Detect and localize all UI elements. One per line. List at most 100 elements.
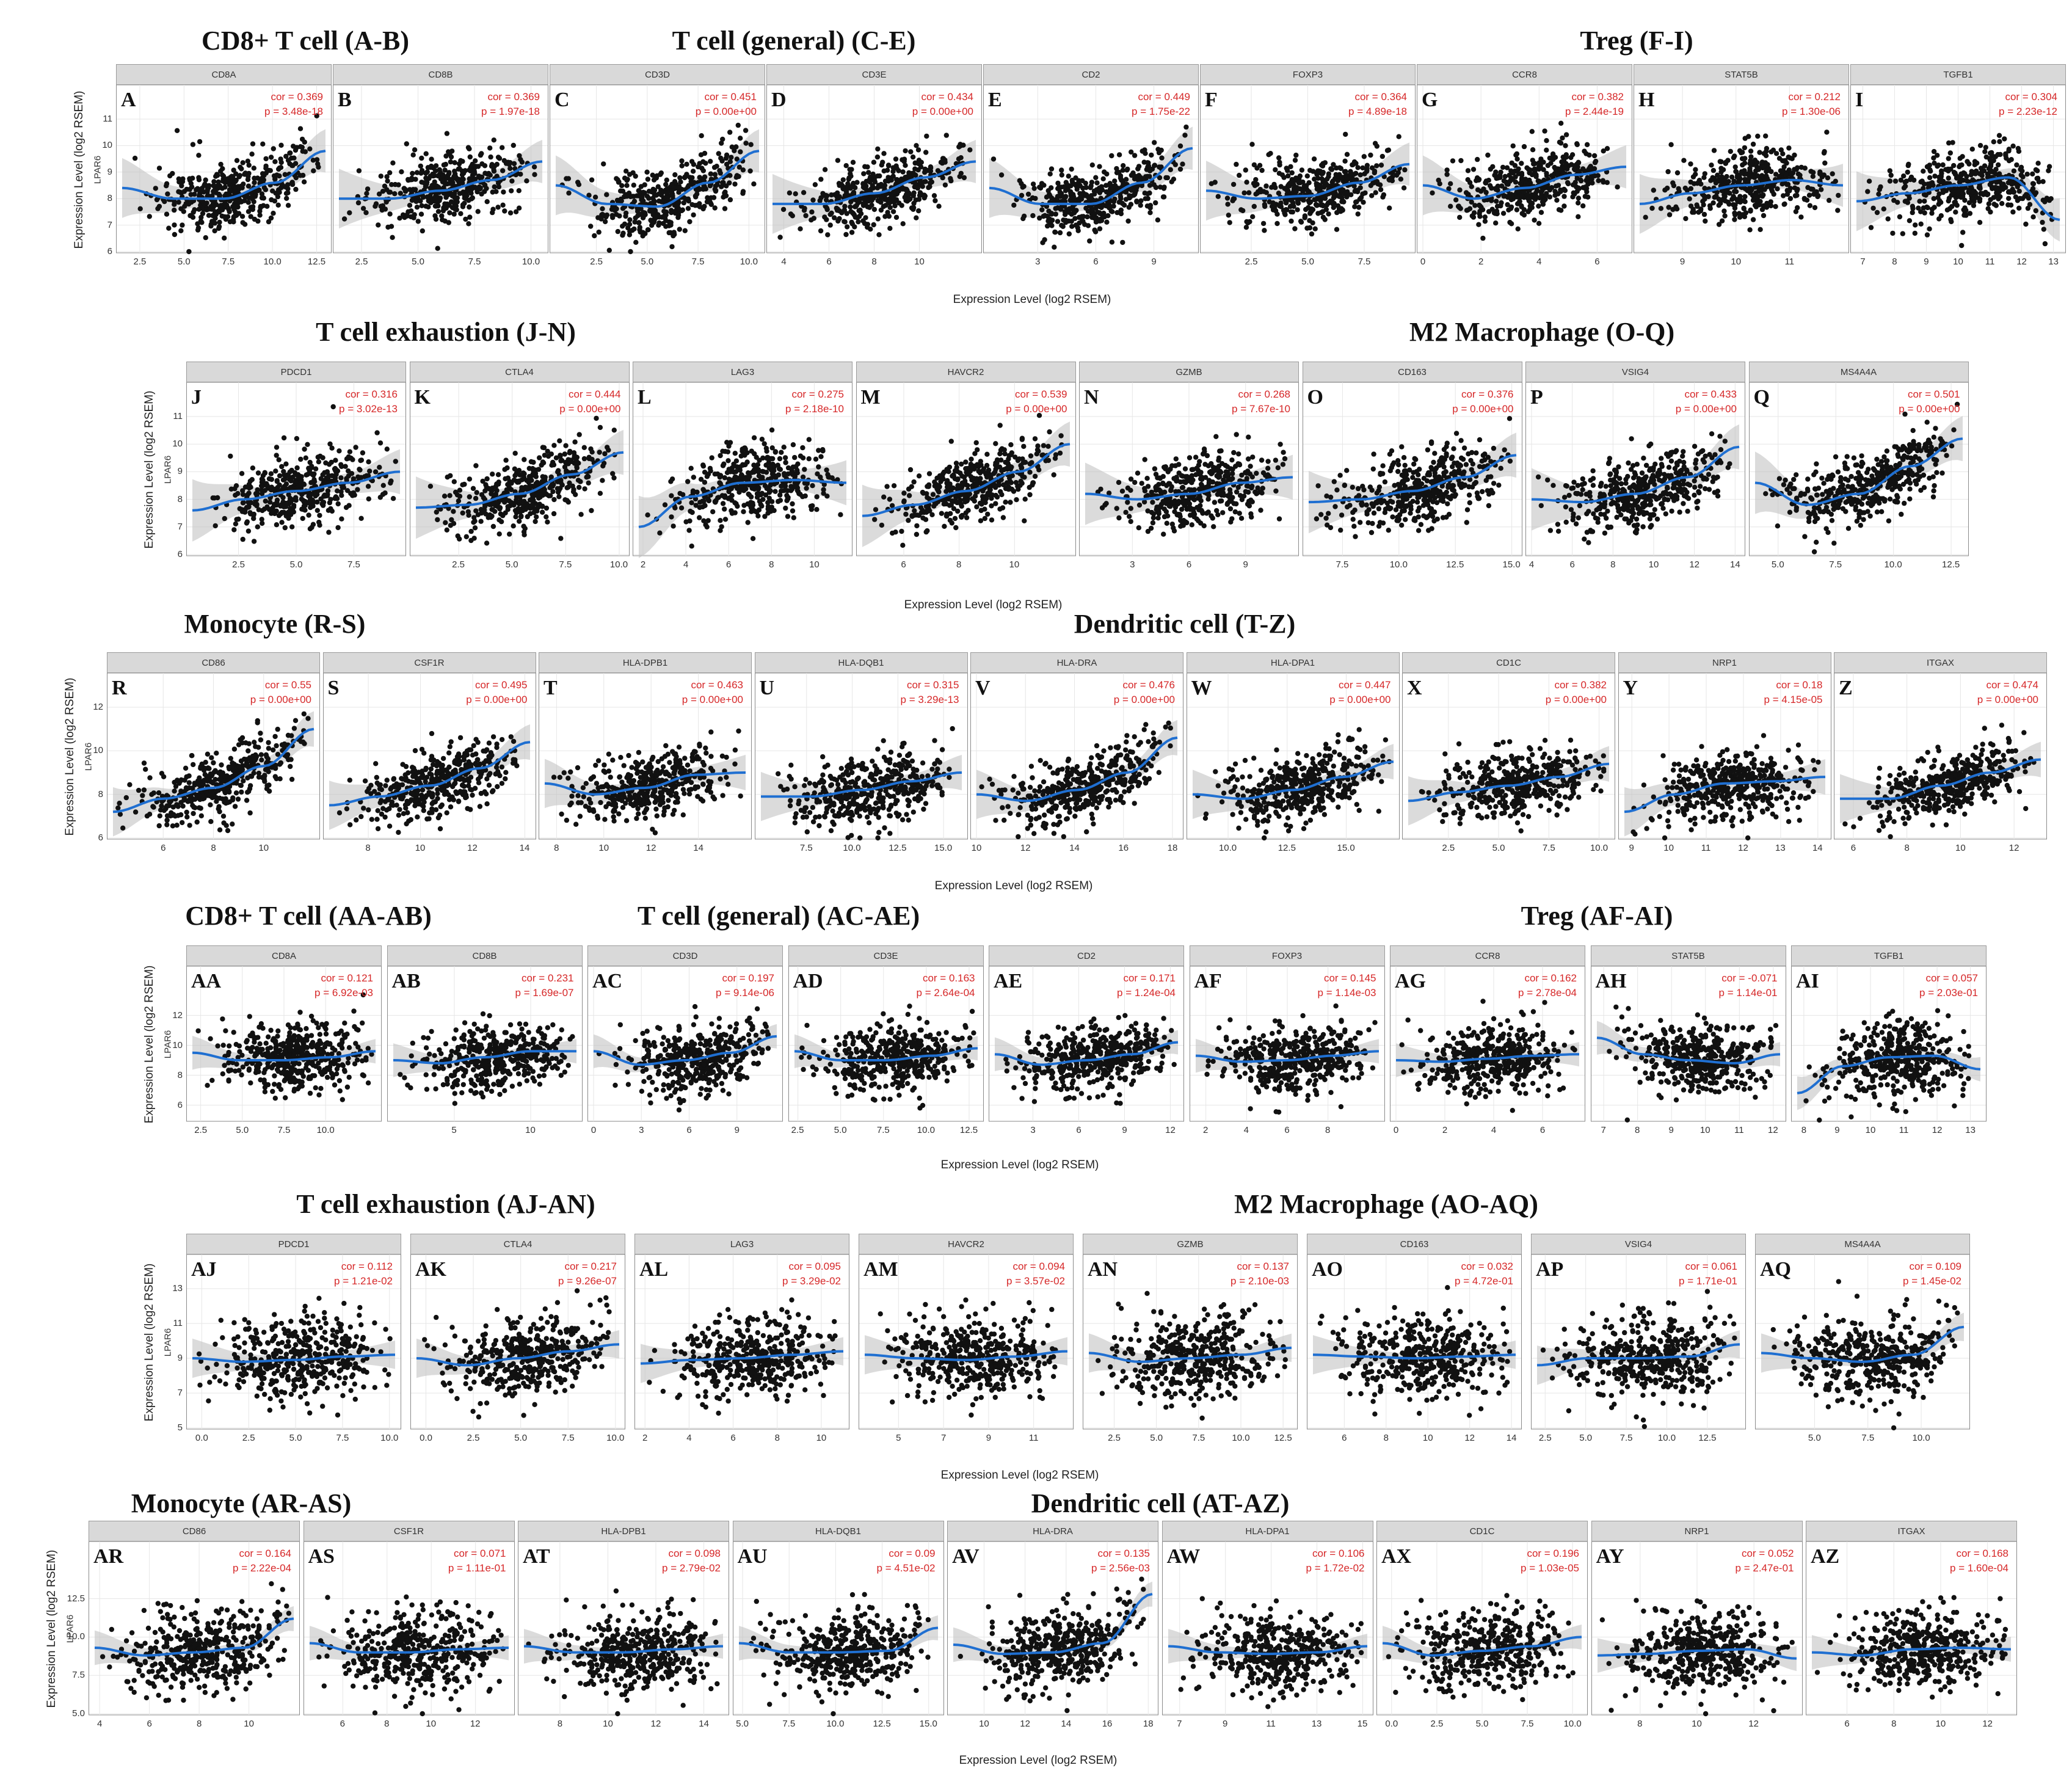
data-point	[801, 190, 807, 195]
data-point	[614, 197, 620, 203]
data-point	[1693, 167, 1698, 172]
data-point	[1292, 226, 1298, 231]
data-point	[1543, 192, 1549, 198]
data-point	[1482, 214, 1488, 220]
data-point	[840, 186, 846, 191]
data-point	[1571, 163, 1577, 169]
data-point	[1742, 194, 1748, 200]
data-point	[231, 527, 237, 533]
data-point	[917, 179, 923, 185]
data-point	[556, 494, 562, 500]
data-point	[1492, 211, 1498, 216]
data-point	[317, 522, 322, 528]
data-point	[1742, 145, 1748, 151]
y-tick-label: 6	[158, 549, 183, 559]
data-point	[1696, 209, 1701, 215]
data-point	[377, 440, 384, 446]
data-point	[581, 486, 587, 492]
data-point	[511, 142, 516, 148]
y-tick-label: 8	[158, 494, 183, 504]
data-point	[609, 471, 615, 476]
data-point	[457, 487, 462, 493]
data-point	[2033, 208, 2038, 214]
data-point	[164, 183, 169, 189]
data-point	[1519, 177, 1525, 183]
data-point	[190, 142, 196, 147]
data-point	[419, 155, 424, 161]
data-point	[1138, 198, 1144, 203]
data-point	[496, 479, 501, 485]
data-point	[332, 465, 338, 471]
data-point	[526, 474, 532, 479]
data-point	[291, 144, 296, 149]
data-point	[213, 211, 219, 217]
data-point	[363, 210, 369, 216]
data-point	[1946, 175, 1951, 181]
data-point	[245, 183, 252, 189]
data-point	[216, 225, 222, 231]
data-point	[1153, 184, 1159, 191]
data-point	[1481, 186, 1486, 192]
data-point	[341, 216, 347, 222]
data-point	[867, 188, 873, 194]
data-point	[407, 203, 413, 208]
data-point	[1763, 133, 1768, 139]
data-point	[529, 466, 535, 471]
data-point	[837, 194, 842, 200]
group-title: T cell (general) (C-E)	[672, 27, 916, 54]
data-point	[1448, 181, 1453, 186]
data-point	[1259, 167, 1265, 173]
data-point	[655, 184, 661, 189]
data-point	[720, 136, 725, 142]
data-point	[1049, 166, 1055, 172]
data-point	[2016, 188, 2022, 194]
data-point	[233, 171, 239, 177]
data-point	[366, 496, 371, 502]
data-point	[384, 187, 390, 192]
data-point	[424, 194, 430, 200]
data-point	[717, 168, 722, 173]
data-point	[1125, 166, 1130, 172]
data-point	[404, 212, 410, 217]
data-point	[1542, 128, 1547, 134]
data-point	[666, 230, 672, 236]
data-point	[203, 235, 208, 241]
data-point	[248, 214, 253, 219]
data-point	[414, 205, 420, 210]
data-point	[809, 209, 815, 215]
data-point	[358, 457, 363, 464]
data-point	[915, 147, 921, 153]
data-point	[1134, 199, 1140, 205]
data-point	[1910, 209, 1915, 216]
data-point	[1143, 196, 1148, 202]
data-point	[1274, 211, 1280, 217]
data-point	[1092, 229, 1099, 235]
data-point	[1748, 158, 1753, 164]
y-tick-label: 7	[158, 522, 183, 532]
data-point	[1251, 181, 1257, 186]
data-point	[1298, 219, 1304, 225]
data-point	[1276, 191, 1282, 196]
data-point	[504, 482, 510, 487]
data-point	[486, 486, 492, 492]
data-point	[645, 227, 651, 233]
data-point	[659, 190, 665, 195]
data-point	[500, 168, 506, 173]
data-point	[1333, 172, 1339, 178]
data-point	[251, 539, 257, 544]
data-point	[645, 177, 651, 182]
data-point	[511, 523, 516, 529]
data-point	[1276, 155, 1282, 161]
data-point	[509, 178, 515, 184]
data-point	[471, 536, 477, 541]
data-point	[1761, 192, 1766, 198]
data-point	[321, 478, 327, 484]
data-point	[259, 491, 265, 497]
data-point	[1957, 162, 1963, 168]
data-point	[530, 497, 536, 503]
data-point	[197, 139, 203, 145]
data-point	[1876, 191, 1881, 197]
data-point	[429, 183, 435, 188]
data-point	[1168, 167, 1173, 172]
data-point	[593, 415, 599, 421]
